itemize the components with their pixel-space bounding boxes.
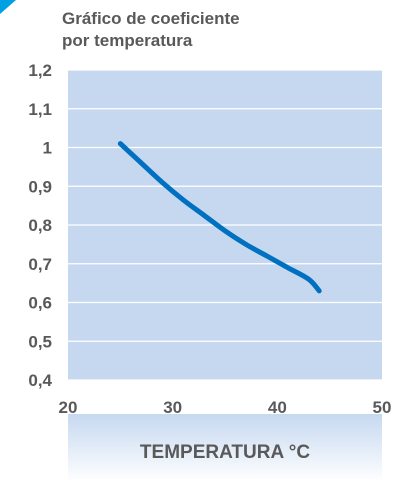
y-tick-label-1: 0,5: [28, 332, 52, 351]
y-tick-label-0: 0,4: [28, 371, 52, 390]
x-axis-title: TEMPERATURA °C: [140, 442, 310, 463]
series-line-0: [117, 141, 322, 294]
x-tick-label-0: 20: [59, 398, 78, 417]
y-tick-label-8: 1,2: [28, 61, 52, 80]
x-tick-label-3: 50: [373, 398, 392, 417]
chart-title-line-1: Gráfico de coeficiente: [62, 9, 240, 28]
x-axis-title-background: [68, 414, 382, 482]
y-tick-label-4: 0,8: [28, 216, 52, 235]
y-tick-label-7: 1,1: [28, 100, 52, 119]
chart-title-line-2: por temperatura: [62, 31, 193, 50]
y-tick-label-2: 0,6: [28, 294, 52, 313]
x-tick-label-2: 40: [268, 398, 287, 417]
x-tick-label-1: 30: [163, 398, 182, 417]
y-tick-label-5: 0,9: [28, 177, 52, 196]
y-tick-label-3: 0,7: [28, 255, 52, 274]
corner-accent-shape: [0, 0, 16, 14]
y-tick-label-6: 1: [43, 139, 52, 158]
